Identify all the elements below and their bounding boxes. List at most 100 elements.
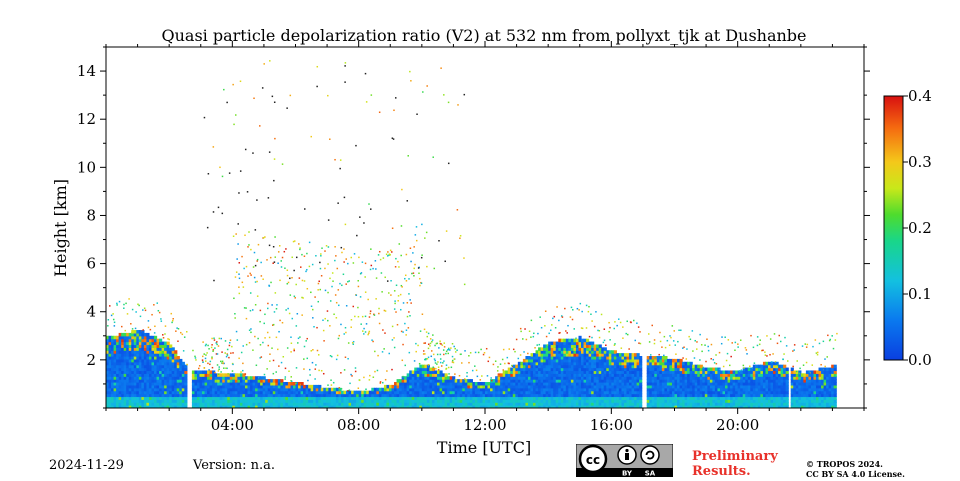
heatmap-cell (444, 393, 448, 398)
heatmap-cell (260, 387, 264, 392)
heatmap-cell (131, 347, 135, 351)
heatmap-cell (313, 402, 317, 406)
heatmap-speckle (777, 364, 779, 367)
heatmap-cell (146, 384, 150, 389)
heatmap-speckle (334, 259, 336, 262)
heatmap-cell (439, 370, 443, 374)
heatmap-cell (143, 356, 148, 360)
heatmap-cell (520, 367, 524, 372)
heatmap-cell (121, 382, 125, 386)
heatmap-cell (282, 396, 286, 400)
heatmap-cell (229, 373, 233, 377)
heatmap-cell (143, 393, 148, 398)
heatmap-cell (111, 373, 115, 377)
heatmap-cell (358, 405, 362, 408)
heatmap-cell (416, 387, 420, 392)
heatmap-speckle (268, 284, 270, 287)
heatmap-speckle (131, 328, 134, 330)
heatmap-speckle (383, 309, 386, 312)
heatmap-cell (570, 384, 575, 389)
heatmap-cell (174, 399, 178, 403)
heatmap-cell (530, 382, 534, 386)
heatmap-cell (752, 379, 756, 383)
heatmap-cell (682, 387, 686, 392)
heatmap-cell (606, 376, 610, 380)
heatmap-cell (219, 399, 223, 403)
heatmap-cell (550, 393, 554, 398)
heatmap-cell (755, 402, 759, 406)
heatmap-cell (260, 405, 264, 408)
heatmap-cell (371, 402, 375, 406)
heatmap-speckle (253, 251, 256, 254)
heatmap-cell (560, 373, 564, 377)
heatmap-speckle (406, 301, 409, 304)
heatmap-cell (277, 382, 281, 386)
heatmap-cell (687, 405, 691, 408)
heatmap-cell (118, 384, 122, 389)
heatmap-cell (434, 390, 438, 395)
heatmap-cell (300, 399, 304, 403)
heatmap-speckle (423, 358, 426, 361)
heatmap-cell (684, 393, 688, 398)
heatmap-speckle (107, 319, 110, 321)
heatmap-cell (118, 338, 122, 343)
heatmap-cell (169, 393, 173, 398)
heatmap-cell (262, 390, 266, 395)
heatmap-cell (510, 370, 514, 374)
heatmap-cell (305, 390, 309, 395)
heatmap-cell (429, 402, 433, 406)
heatmap-cell (656, 399, 660, 403)
heatmap-cell (798, 405, 802, 408)
heatmap-cell (623, 396, 628, 400)
heatmap-cell (431, 382, 436, 386)
heatmap-cell (106, 347, 110, 351)
heatmap-cell (522, 390, 527, 395)
heatmap-cell (598, 356, 602, 360)
heatmap-cell (146, 353, 150, 357)
heatmap-speckle (249, 309, 252, 312)
heatmap-cell (687, 402, 691, 406)
heatmap-cell (136, 353, 140, 357)
heatmap-cell (598, 358, 602, 363)
heatmap-cell (421, 370, 425, 374)
heatmap-cell (502, 399, 506, 403)
heatmap-speckle (198, 367, 200, 370)
heatmap-cell (755, 370, 759, 374)
heatmap-cell (651, 361, 655, 366)
heatmap-cell (596, 382, 600, 386)
heatmap-cell (191, 387, 196, 392)
heatmap-cell (449, 402, 453, 406)
heatmap-cell (588, 373, 592, 377)
heatmap-cell (661, 358, 665, 363)
heatmap-cell (179, 390, 183, 395)
heatmap-speckle (453, 358, 456, 360)
heatmap-cell (212, 399, 216, 403)
heatmap-cell (472, 402, 476, 406)
heatmap-cell (671, 379, 676, 383)
heatmap-cell (340, 393, 345, 398)
heatmap-cell (482, 396, 486, 400)
heatmap-cell (207, 384, 211, 389)
heatmap-cell (131, 335, 135, 340)
heatmap-cell (290, 393, 294, 398)
heatmap-cell (406, 390, 410, 395)
heatmap-speckle (384, 332, 386, 334)
heatmap-cell (646, 361, 650, 366)
heatmap-cell (553, 367, 557, 372)
heatmap-cell (671, 361, 676, 366)
heatmap-speckle (332, 381, 335, 384)
heatmap-cell (244, 382, 249, 386)
heatmap-cell (123, 393, 127, 398)
heatmap-cell (108, 335, 112, 340)
heatmap-cell (474, 382, 479, 386)
heatmap-cell (485, 393, 489, 398)
heatmap-cell (442, 399, 446, 403)
heatmap-cell (330, 405, 334, 408)
heatmap-speckle (423, 350, 425, 352)
heatmap-cell (745, 382, 749, 386)
heatmap-cell (164, 384, 168, 389)
heatmap-cell (449, 379, 453, 383)
heatmap-cell (485, 399, 489, 403)
heatmap-cell (176, 367, 180, 372)
heatmap-cell (717, 393, 721, 398)
